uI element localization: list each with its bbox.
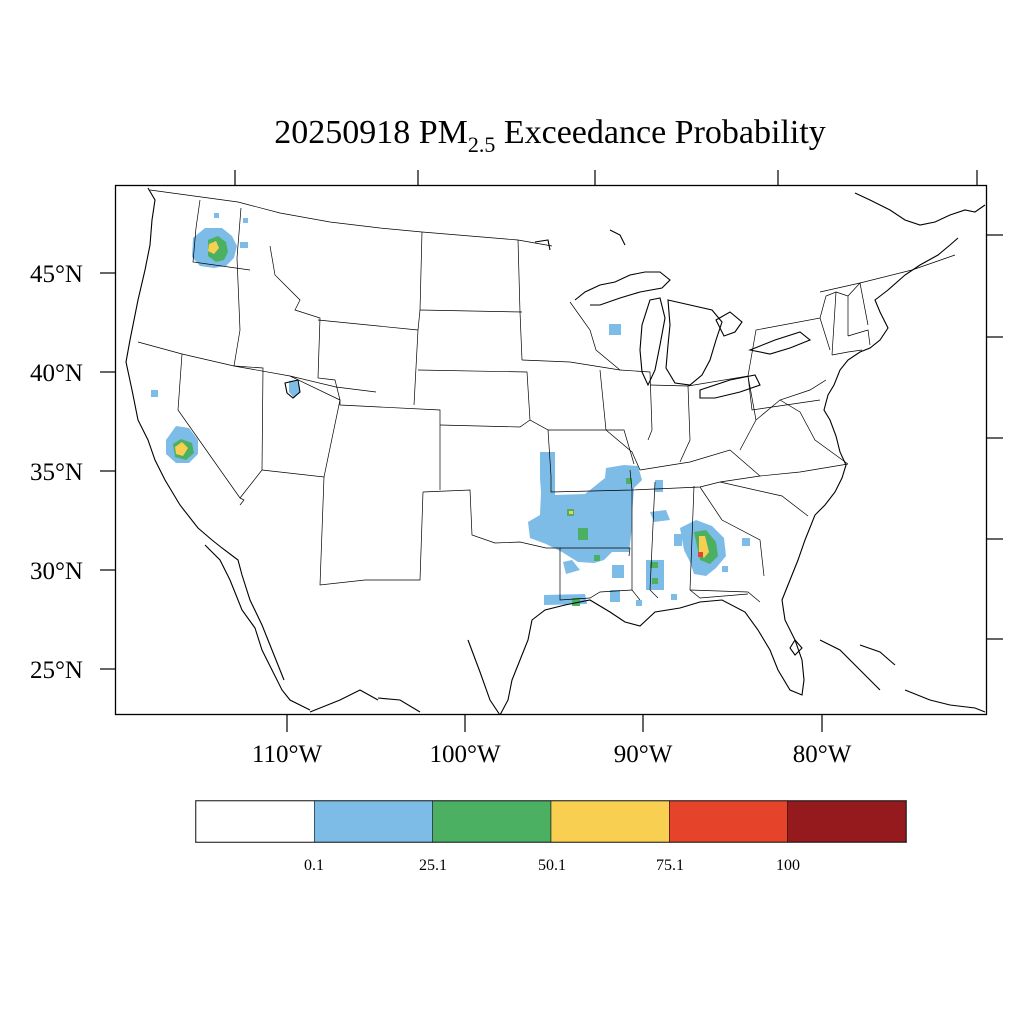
title-prefix: 20250918 PM	[274, 114, 468, 151]
lon-label: 80°W	[793, 741, 852, 768]
lon-label: 100°W	[429, 741, 500, 768]
prob-area-wisconsin	[609, 324, 621, 335]
colorbar-swatch	[195, 800, 315, 843]
latitude-labels: 45°N 40°N 35°N 30°N 25°N	[30, 261, 83, 684]
prob-area-alabama	[674, 520, 750, 576]
colorbar-label: 75.1	[656, 857, 684, 874]
colorbar-swatch	[550, 800, 670, 843]
colorbar-label: 25.1	[419, 857, 447, 874]
colorbar-outline	[195, 800, 907, 843]
colorbar-label: 0.1	[304, 857, 324, 874]
colorbar-swatch	[669, 800, 788, 843]
lon-label: 110°W	[252, 741, 323, 768]
title-suffix: Exceedance Probability	[495, 114, 825, 151]
prob-area-utah	[289, 380, 300, 398]
prob-area-arkansas	[528, 452, 677, 606]
colorbar: 0.1 25.1 50.1 75.1 100	[195, 800, 907, 874]
coastlines	[125, 187, 986, 715]
lat-label: 40°N	[30, 360, 83, 387]
colorbar-swatch	[787, 800, 907, 843]
prob-area-washington	[192, 213, 248, 268]
map-frame	[114, 184, 988, 716]
colorbar-swatch	[432, 800, 552, 843]
lat-label: 30°N	[30, 558, 83, 585]
colorbar-label: 100	[776, 857, 800, 874]
title-subscript: 2.5	[468, 132, 496, 157]
map-title: 20250918 PM2.5 Exceedance Probability	[274, 114, 826, 157]
lat-label: 35°N	[30, 459, 83, 486]
colorbar-label: 50.1	[538, 857, 566, 874]
lon-label: 90°W	[614, 741, 673, 768]
prob-area-california	[151, 390, 198, 463]
lat-label: 45°N	[30, 261, 83, 288]
state-borders	[137, 189, 956, 603]
colorbar-labels: 0.1 25.1 50.1 75.1 100	[304, 857, 800, 874]
colorbar-swatches	[195, 800, 907, 843]
lat-label: 25°N	[30, 657, 83, 684]
colorbar-swatch	[314, 800, 433, 843]
longitude-labels: 110°W 100°W 90°W 80°W	[252, 741, 852, 768]
axis-ticks	[100, 170, 1003, 732]
map-area: 45°N 40°N 35°N 30°N 25°N 110°W 100°W 90°…	[30, 170, 1003, 768]
